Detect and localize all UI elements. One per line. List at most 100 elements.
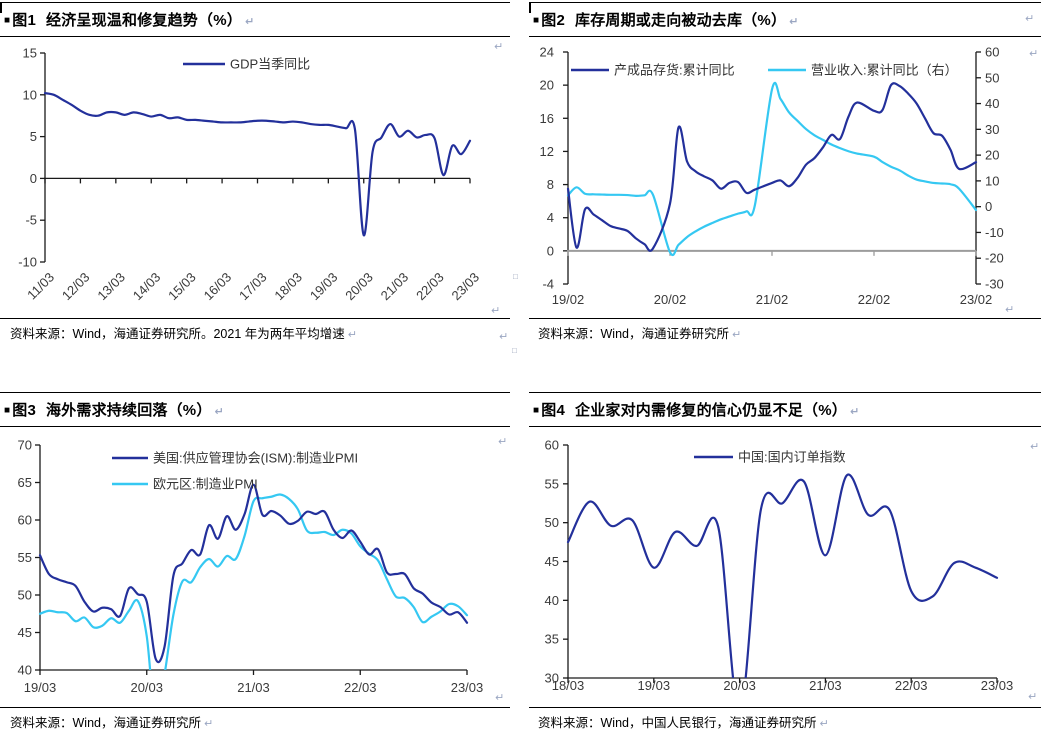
- svg-text:-20: -20: [985, 251, 1004, 266]
- svg-text:20/03: 20/03: [130, 680, 163, 695]
- paragraph-mark-icon: ↵: [491, 305, 501, 317]
- anchor-mark-icon: □: [513, 272, 518, 281]
- y-axis-left: 60 55 50 45 40 35 30: [545, 438, 569, 686]
- anchor-mark-icon: □: [512, 346, 517, 355]
- svg-text:-30: -30: [985, 277, 1004, 292]
- legend-label: 欧元区:制造业PMI: [153, 477, 258, 492]
- paragraph-mark-icon: ↵: [1030, 441, 1040, 453]
- x-axis: 19/02 20/02 21/02 22/02 23/02: [552, 249, 993, 307]
- svg-text:19/03: 19/03: [307, 270, 341, 304]
- svg-text:21/03: 21/03: [378, 270, 412, 304]
- svg-text:16/03: 16/03: [201, 270, 235, 304]
- legend-label: 产成品存货:累计同比: [614, 63, 735, 78]
- svg-text:22/02: 22/02: [858, 292, 891, 307]
- fig1-source-note: 资料来源：Wind，海通证券研究所。2021 年为两年平均增速 ↵: [10, 327, 357, 341]
- rule-fig3-foot: [0, 707, 510, 708]
- rule-fig4-top: [529, 392, 1041, 393]
- rule-fig1-under-title: [0, 36, 510, 37]
- svg-text:55: 55: [545, 476, 559, 491]
- svg-text:60: 60: [545, 438, 559, 453]
- svg-text:20: 20: [540, 78, 554, 93]
- rule-fig1-foot: [0, 318, 510, 319]
- y-axis-left: 70 65 60 55 50 45 40: [18, 438, 41, 678]
- svg-text:70: 70: [18, 438, 32, 453]
- paragraph-mark-icon: ↵: [789, 16, 799, 28]
- svg-text:23/03: 23/03: [451, 680, 484, 695]
- series-line-欧元区:制造业PMI: [38, 493, 469, 670]
- paragraph-mark-icon: ↵: [819, 718, 829, 730]
- x-axis: 11/03 12/03 13/03 14/03 15/03 16/03 17/03 18/03…: [24, 177, 482, 304]
- paragraph-mark-icon: ↵: [499, 331, 509, 343]
- svg-text:19/03: 19/03: [638, 678, 671, 693]
- svg-text:18/03: 18/03: [552, 678, 585, 693]
- fig3-title: ■ 图3 海外需求持续回落（%） ↵: [4, 399, 224, 420]
- legend: 中国:国内订单指数: [694, 450, 846, 465]
- svg-text:18/03: 18/03: [271, 270, 305, 304]
- svg-text:11/03: 11/03: [24, 270, 57, 303]
- svg-text:21/03: 21/03: [809, 678, 842, 693]
- rule-fig3-under-title: [0, 426, 510, 427]
- svg-text:12: 12: [540, 144, 554, 159]
- svg-text:30: 30: [545, 671, 559, 686]
- rule-fig2-under-title: [529, 36, 1041, 37]
- svg-text:60: 60: [18, 513, 32, 528]
- paragraph-mark-icon: ↵: [214, 406, 224, 418]
- paragraph-mark-icon: ↵: [1028, 691, 1038, 703]
- svg-text:55: 55: [18, 550, 32, 565]
- fig2-source-note: 资料来源：Wind，海通证券研究所 ↵: [538, 327, 742, 341]
- svg-text:60: 60: [985, 45, 999, 60]
- svg-text:17/03: 17/03: [236, 270, 270, 304]
- series-line-营业收入:累计同比（右）: [566, 81, 978, 257]
- svg-text:4: 4: [547, 210, 554, 225]
- rule-fig3-top: [0, 392, 510, 393]
- fig4-label: 图4: [541, 402, 565, 419]
- svg-text:40: 40: [985, 96, 999, 111]
- svg-text:22/03: 22/03: [413, 270, 447, 304]
- paragraph-mark-icon: ↵: [1005, 304, 1015, 316]
- svg-text:-5: -5: [25, 213, 37, 228]
- svg-text:20/03: 20/03: [723, 678, 756, 693]
- legend: 美国:供应管理协会(ISM):制造业PMI 欧元区:制造业PMI: [112, 451, 358, 492]
- svg-text:0: 0: [985, 199, 992, 214]
- x-axis: 19/03 20/03 21/03 22/03 23/03: [24, 669, 484, 695]
- rule-fig2-foot: [529, 318, 1041, 319]
- svg-text:15: 15: [23, 46, 37, 61]
- svg-text:-10: -10: [18, 255, 37, 270]
- fig2-title: ■ 图2 库存周期或走向被动去库（%） ↵: [533, 9, 799, 30]
- paragraph-mark-icon: ↵: [203, 718, 214, 730]
- svg-text:0: 0: [30, 171, 37, 186]
- svg-text:45: 45: [18, 625, 32, 640]
- fig3-label: 图3: [12, 402, 36, 419]
- svg-text:24: 24: [540, 45, 554, 60]
- series-line-GDP当季同比: [43, 92, 472, 237]
- paragraph-mark-icon: ↵: [1029, 48, 1039, 60]
- rule-corner-stub-right: [529, 2, 531, 13]
- legend-label: 美国:供应管理协会(ISM):制造业PMI: [153, 451, 358, 466]
- fig3-title-text: 海外需求持续回落（%）: [46, 402, 212, 419]
- x-axis: 18/03 19/03 20/03 21/03 22/03 23/03: [552, 677, 1013, 693]
- svg-text:19/03: 19/03: [24, 680, 57, 695]
- svg-text:16: 16: [540, 111, 554, 126]
- fig4-source-note: 资料来源：Wind，中国人民银行，海通证券研究所 ↵: [538, 716, 829, 730]
- svg-text:35: 35: [545, 632, 559, 647]
- svg-text:23/02: 23/02: [960, 292, 993, 307]
- series-line-产成品存货:累计同比: [566, 82, 978, 252]
- paragraph-mark-icon: ↵: [347, 329, 357, 341]
- rule-fig4-under-title: [529, 426, 1041, 427]
- svg-text:40: 40: [18, 663, 32, 678]
- svg-text:10: 10: [985, 173, 999, 188]
- svg-text:50: 50: [18, 588, 32, 603]
- svg-text:10: 10: [23, 87, 37, 102]
- rule-fig1-top: [0, 2, 510, 3]
- svg-text:30: 30: [985, 122, 999, 137]
- svg-text:-10: -10: [985, 225, 1004, 240]
- svg-text:22/03: 22/03: [895, 678, 928, 693]
- fig1-title-text: 经济呈现温和修复趋势（%）: [46, 12, 242, 29]
- svg-text:12/03: 12/03: [59, 270, 93, 304]
- fig2-title-text: 库存周期或走向被动去库（%）: [575, 12, 787, 29]
- paragraph-mark-icon: ↵: [495, 692, 505, 704]
- legend-label: 中国:国内订单指数: [738, 450, 846, 465]
- fig1-label: 图1: [12, 12, 36, 29]
- series-line-美国:供应管理协会(ISM):制造业PMI: [38, 483, 469, 664]
